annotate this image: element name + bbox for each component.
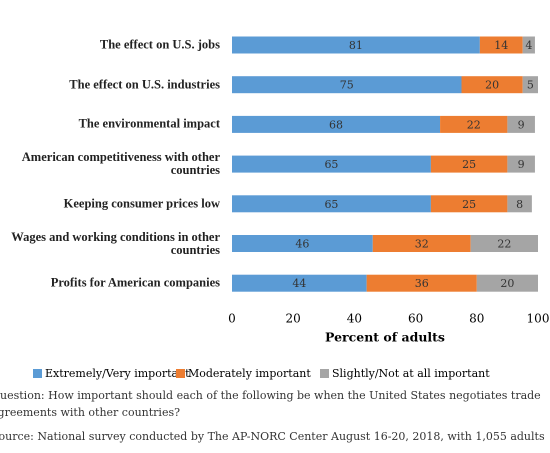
bar-segment — [507, 155, 535, 173]
value-label: 36 — [415, 277, 429, 290]
category-label: Wages and working conditions in other co… — [11, 229, 220, 257]
bar-segment — [507, 195, 532, 213]
bar-segment — [232, 235, 373, 252]
bar-segment — [372, 235, 471, 252]
bar-segment — [366, 274, 477, 292]
category-label: The effect on U.S. jobs — [99, 37, 220, 52]
bar-segment — [232, 36, 480, 54]
value-label: 9 — [518, 118, 525, 131]
value-label: 25 — [462, 158, 476, 171]
value-label: 65 — [324, 158, 338, 171]
legend-label: Slightly/Not at all important — [332, 367, 490, 380]
bar-segment — [232, 115, 441, 133]
category-label: American competitiveness with other coun… — [21, 150, 220, 178]
bar-segment — [430, 155, 508, 173]
value-label: 46 — [295, 238, 309, 251]
value-label: 5 — [527, 79, 534, 92]
value-label: 44 — [292, 277, 306, 290]
bar-segment — [476, 274, 538, 292]
value-label: 8 — [516, 198, 523, 211]
value-label: 22 — [497, 238, 511, 251]
value-label: 22 — [467, 118, 481, 131]
bar-segment — [232, 195, 431, 213]
bar-segment — [522, 76, 538, 94]
value-label: 4 — [525, 39, 532, 52]
bar-segment — [479, 36, 523, 54]
value-label: 81 — [349, 39, 363, 52]
bar-segment — [232, 155, 431, 173]
legend-label: Extremely/Very important — [45, 367, 190, 380]
x-tick-label: 20 — [286, 312, 301, 326]
category-label: Profits for American companies — [50, 275, 220, 290]
legend-swatch — [320, 369, 329, 378]
category-label: The effect on U.S. industries — [69, 77, 220, 92]
value-label: 14 — [494, 39, 508, 52]
note: Source: National survey conducted by The… — [0, 430, 545, 443]
legend-swatch — [33, 369, 42, 378]
category-label: Keeping consumer prices low — [63, 196, 220, 211]
note: agreements with other countries? — [0, 406, 180, 419]
bar-segment — [440, 115, 508, 133]
value-label: 65 — [324, 198, 338, 211]
value-label: 25 — [462, 198, 476, 211]
x-tick-label: 100 — [527, 312, 550, 326]
value-label: 32 — [415, 238, 429, 251]
x-tick-label: 40 — [347, 312, 362, 326]
x-tick-label: 0 — [228, 312, 236, 326]
note: Question: How important should each of t… — [0, 389, 541, 402]
value-label: 9 — [518, 158, 525, 171]
value-label: 75 — [340, 79, 354, 92]
legend-swatch — [176, 369, 185, 378]
bar-segment — [430, 195, 508, 213]
bar-segment — [232, 76, 462, 94]
x-tick-label: 60 — [408, 312, 423, 326]
value-label: 68 — [329, 118, 343, 131]
x-tick-label: 80 — [469, 312, 484, 326]
bar-segment — [470, 235, 538, 252]
x-axis-label: Percent of adults — [325, 330, 445, 345]
bar-segment — [232, 274, 367, 292]
value-label: 20 — [500, 277, 514, 290]
bar-segment — [461, 76, 523, 94]
legend-label: Moderately important — [188, 367, 311, 380]
category-label: The environmental impact — [78, 116, 220, 131]
bar-segment — [507, 115, 535, 133]
bar-segment — [522, 36, 535, 54]
value-label: 20 — [485, 79, 499, 92]
